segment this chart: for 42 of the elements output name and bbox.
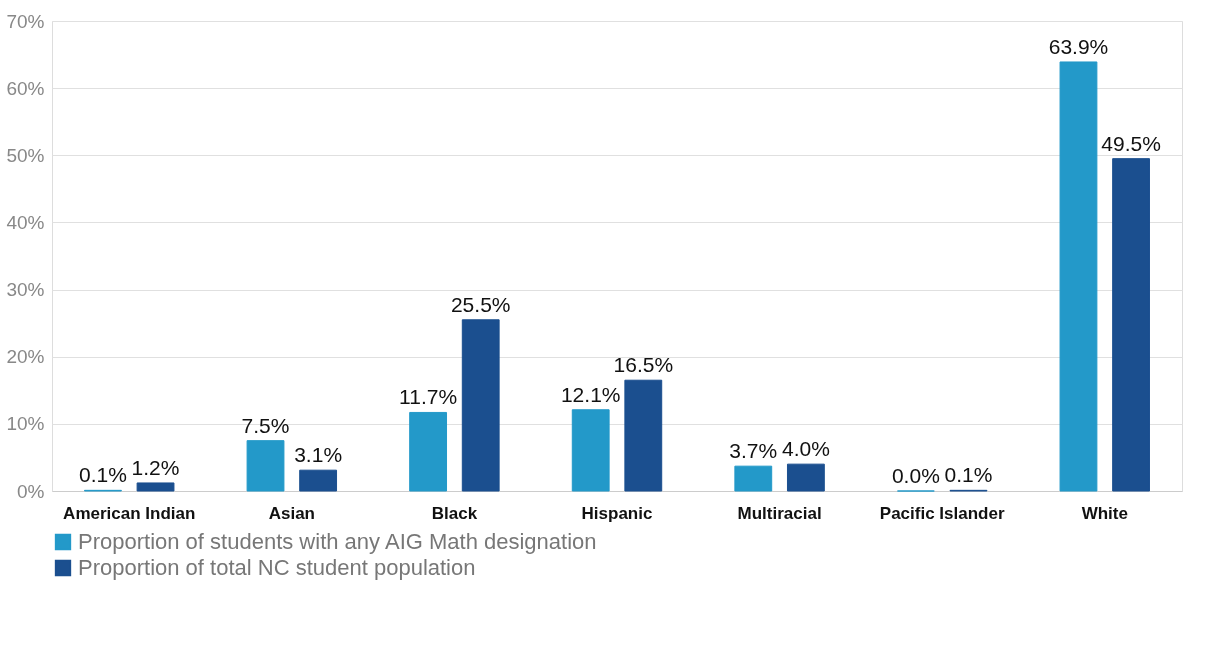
y-tick-label: 40% — [6, 211, 45, 233]
data-label: 3.1% — [294, 443, 343, 467]
bar — [246, 440, 285, 492]
x-tick-label: Hispanic — [581, 503, 653, 523]
data-label: 7.5% — [241, 413, 290, 437]
y-tick-label: 60% — [6, 77, 45, 99]
x-tick-label: Asian — [268, 503, 315, 523]
data-label: 3.7% — [729, 439, 778, 463]
bar — [409, 411, 448, 492]
data-label: 1.2% — [131, 455, 180, 479]
y-tick-label: 70% — [6, 10, 45, 32]
x-tick-label: Pacific Islander — [879, 503, 1005, 523]
x-tick-label: American Indian — [63, 503, 196, 523]
bar — [1112, 158, 1150, 492]
y-tick-label: 0% — [17, 480, 45, 502]
data-label: 16.5% — [613, 353, 674, 377]
bar — [461, 319, 500, 492]
bar — [299, 469, 338, 492]
data-label: 63.9% — [1048, 34, 1109, 58]
data-label: 0.0% — [891, 464, 940, 487]
y-tick-label: 30% — [6, 279, 45, 301]
x-tick-label: Multiracial — [737, 503, 822, 523]
bar — [786, 463, 825, 492]
bar — [734, 465, 773, 492]
bar — [571, 409, 610, 492]
data-label: 12.1% — [560, 382, 621, 406]
legend-label: Proportion of students with any AIG Math designation — [78, 529, 597, 554]
bar — [624, 379, 663, 492]
y-tick-label: 20% — [6, 346, 45, 368]
legend-label: Proportion of total NC student population — [78, 555, 476, 580]
y-tick-label: 50% — [6, 144, 45, 166]
data-label: 0.1% — [78, 463, 127, 487]
data-label: 25.5% — [450, 292, 511, 316]
data-label: 0.1% — [944, 463, 993, 487]
bar — [136, 482, 175, 492]
data-label: 4.0% — [781, 437, 830, 461]
x-tick-label: White — [1081, 503, 1128, 523]
bar — [1059, 61, 1098, 492]
data-label: 49.5% — [1101, 131, 1161, 155]
x-tick-label: Black — [431, 503, 478, 523]
data-label: 11.7% — [399, 385, 458, 409]
y-tick-label: 10% — [6, 413, 45, 435]
